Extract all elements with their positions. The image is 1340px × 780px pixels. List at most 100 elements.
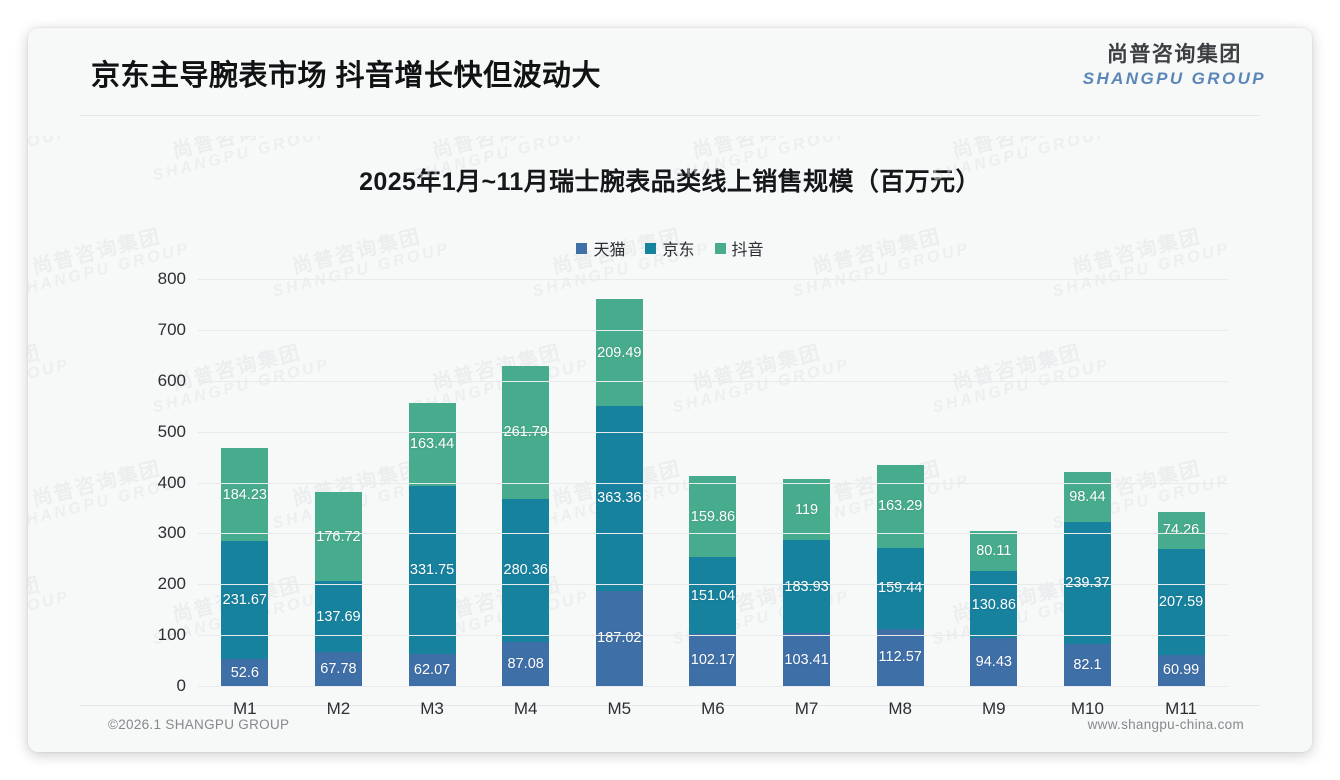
bar-value-label: 74.26 — [1162, 522, 1200, 539]
x-axis-tick-label: M6 — [701, 699, 725, 718]
x-axis-tick-label: M8 — [888, 699, 912, 718]
bar-value-label: 67.78 — [320, 660, 357, 677]
bar-segment-天猫[interactable]: 87.08 — [502, 641, 550, 686]
chart-legend: 天猫 京东 抖音 — [28, 236, 1312, 260]
y-gridline — [198, 686, 1228, 687]
bar-segment-天猫[interactable]: 62.07 — [408, 654, 456, 686]
stacked-bar[interactable]: 187.02 363.36 209.49 — [595, 299, 643, 686]
stacked-bar[interactable]: 60.99 207.59 74.26 — [1157, 511, 1205, 686]
x-axis-tick-label: M3 — [420, 699, 444, 718]
bar-group[interactable]: 60.99 207.59 74.26 M11 — [1148, 279, 1214, 718]
bar-group[interactable]: 62.07 331.75 163.44 M3 — [399, 279, 465, 718]
bar-segment-天猫[interactable]: 60.99 — [1157, 654, 1205, 686]
bar-value-label: 187.02 — [597, 630, 642, 647]
bar-segment-抖音[interactable]: 98.44 — [1063, 472, 1111, 523]
bar-columns: 52.6 231.67 184.23 M1 67.78 137.69 176.72 M2 62.… — [198, 279, 1228, 718]
bar-segment-京东[interactable]: 239.37 — [1063, 522, 1111, 645]
stacked-bar[interactable]: 67.78 137.69 176.72 — [314, 491, 362, 686]
header-divider — [80, 115, 1260, 116]
y-axis-tick-label: 700 — [157, 319, 186, 339]
stacked-bar[interactable]: 82.1 239.37 98.44 — [1063, 472, 1111, 686]
bar-segment-京东[interactable]: 280.36 — [502, 499, 550, 642]
stacked-bar[interactable]: 62.07 331.75 163.44 — [408, 402, 456, 686]
bar-segment-天猫[interactable]: 102.17 — [689, 634, 737, 686]
bar-value-label: 103.41 — [784, 651, 829, 668]
bar-value-label: 331.75 — [409, 562, 455, 579]
bar-segment-抖音[interactable]: 209.49 — [595, 299, 643, 406]
legend-swatch-icon — [714, 242, 726, 254]
x-axis-tick-label: M2 — [326, 699, 351, 718]
bar-value-label: 112.57 — [878, 649, 922, 666]
x-axis-tick-label: M5 — [607, 699, 632, 718]
bar-value-label: 209.49 — [597, 344, 642, 361]
bar-group[interactable]: 187.02 363.36 209.49 M5 — [586, 279, 652, 718]
bar-segment-京东[interactable]: 207.59 — [1157, 549, 1205, 655]
legend-label: 天猫 — [593, 242, 626, 259]
bar-segment-京东[interactable]: 331.75 — [408, 485, 456, 655]
footer-website: www.shangpu-china.com — [1087, 717, 1244, 732]
stacked-bar[interactable]: 103.41 183.93 119 — [783, 479, 831, 686]
legend-item-天猫[interactable]: 天猫 — [576, 236, 625, 260]
bar-segment-抖音[interactable]: 119 — [783, 479, 831, 540]
bar-segment-京东[interactable]: 137.69 — [314, 581, 362, 652]
bar-segment-京东[interactable]: 231.67 — [221, 541, 269, 660]
bar-segment-天猫[interactable]: 52.6 — [221, 659, 269, 686]
x-axis-tick-label: M10 — [1070, 699, 1104, 718]
y-gridline — [198, 635, 1228, 637]
bar-segment-京东[interactable]: 363.36 — [595, 406, 643, 591]
bar-value-label: 184.23 — [222, 486, 267, 503]
bar-segment-抖音[interactable]: 163.29 — [876, 464, 924, 548]
watermark-text-cn: 尚普咨询集团 — [28, 341, 44, 395]
bar-value-label: 239.37 — [1065, 575, 1110, 592]
bar-value-label: 102.17 — [690, 652, 736, 669]
bar-group[interactable]: 112.57 159.44 163.29 M8 — [867, 279, 933, 718]
bar-segment-京东[interactable]: 159.44 — [876, 547, 924, 629]
bar-segment-抖音[interactable]: 163.44 — [408, 402, 456, 486]
brand-logo: 尚普咨询集团 SHANGPU GROUP — [1083, 44, 1266, 87]
bar-segment-京东[interactable]: 130.86 — [970, 571, 1018, 638]
bar-segment-抖音[interactable]: 159.86 — [689, 475, 737, 558]
bar-segment-京东[interactable]: 151.04 — [689, 557, 737, 635]
x-axis-tick-label: M11 — [1165, 699, 1197, 718]
bar-group[interactable]: 67.78 137.69 176.72 M2 — [305, 279, 371, 718]
bar-group[interactable]: 103.41 183.93 119 M7 — [774, 279, 840, 718]
bar-value-label: 137.69 — [316, 608, 361, 625]
bar-value-label: 159.86 — [690, 508, 736, 525]
bar-segment-抖音[interactable]: 176.72 — [314, 491, 362, 582]
stacked-bar[interactable]: 52.6 231.67 184.23 — [221, 447, 269, 686]
stacked-bar[interactable]: 112.57 159.44 163.29 — [876, 464, 924, 686]
bar-value-label: 176.72 — [316, 528, 361, 545]
bar-group[interactable]: 52.6 231.67 184.23 M1 — [212, 279, 278, 718]
legend-label: 京东 — [662, 242, 695, 259]
bar-group[interactable]: 94.43 130.86 80.11 M9 — [961, 279, 1027, 718]
y-gridline — [198, 584, 1228, 586]
bar-group[interactable]: 102.17 151.04 159.86 M6 — [680, 279, 746, 718]
bar-group[interactable]: 82.1 239.37 98.44 M10 — [1054, 279, 1120, 718]
bar-segment-抖音[interactable]: 80.11 — [970, 530, 1018, 572]
y-gridline — [198, 533, 1228, 535]
bar-segment-抖音[interactable]: 74.26 — [1157, 511, 1205, 550]
bar-value-label: 80.11 — [976, 543, 1012, 560]
header: 京东主导腕表市场 抖音增长快但波动大 尚普咨询集团 SHANGPU GROUP — [28, 28, 1312, 116]
stacked-bar[interactable]: 102.17 151.04 159.86 — [689, 475, 737, 686]
bar-segment-天猫[interactable]: 187.02 — [595, 590, 643, 686]
y-axis-tick-label: 0 — [176, 676, 186, 695]
y-gridline — [198, 482, 1228, 484]
bar-value-label: 183.93 — [784, 578, 829, 595]
legend-item-京东[interactable]: 京东 — [645, 236, 695, 260]
bar-segment-天猫[interactable]: 82.1 — [1063, 644, 1111, 686]
legend-item-抖音[interactable]: 抖音 — [714, 236, 764, 260]
bar-value-label: 87.08 — [507, 655, 544, 672]
bar-segment-天猫[interactable]: 67.78 — [314, 651, 362, 686]
y-axis-tick-label: 300 — [157, 523, 186, 543]
bar-segment-天猫[interactable]: 112.57 — [876, 628, 924, 686]
bar-segment-天猫[interactable]: 94.43 — [970, 637, 1018, 686]
y-axis-tick-label: 100 — [157, 625, 186, 645]
bar-segment-天猫[interactable]: 103.41 — [783, 633, 831, 686]
stacked-bar[interactable]: 94.43 130.86 80.11 — [970, 530, 1018, 686]
bar-segment-抖音[interactable]: 184.23 — [221, 447, 269, 542]
stacked-bar[interactable]: 87.08 280.36 261.79 — [502, 365, 550, 686]
x-axis-tick-label: M1 — [233, 699, 257, 718]
bar-segment-京东[interactable]: 183.93 — [783, 539, 831, 634]
